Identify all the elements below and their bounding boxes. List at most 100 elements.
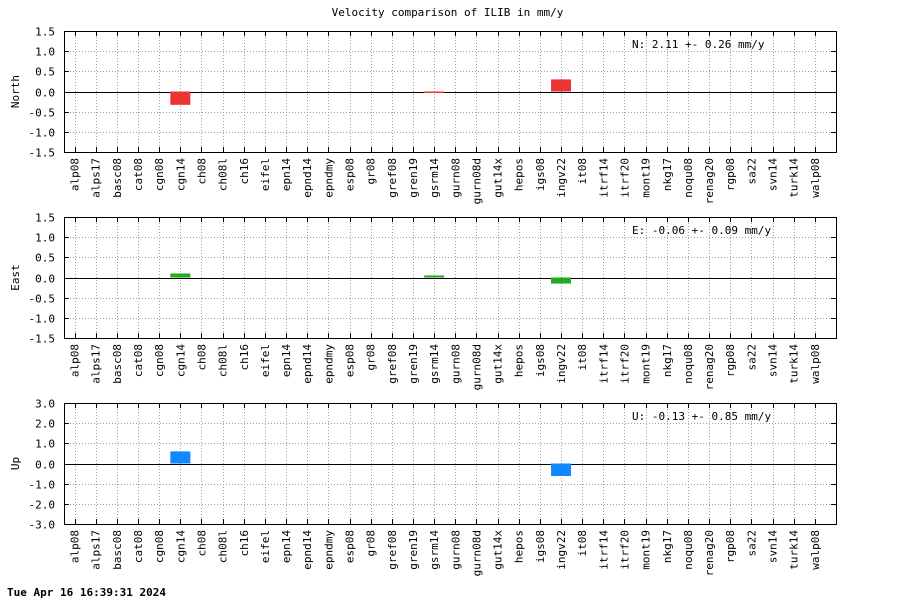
x-tick-label: rgp08 [724, 158, 737, 191]
x-tick-label: ingv22 [555, 344, 568, 384]
x-tick-label: ch16 [238, 530, 251, 557]
y-tick-label: -1.0 [29, 313, 56, 326]
bar-ingv22 [551, 463, 572, 477]
x-tick-label: sa22 [745, 344, 758, 371]
x-tick-label: sa22 [745, 158, 758, 185]
y-tick-label: 0.5 [35, 66, 55, 79]
x-tick-label: gr08 [365, 158, 378, 185]
x-tick-label: rgp08 [724, 530, 737, 563]
x-tick-label: basc08 [111, 530, 124, 570]
x-tick-label: esp08 [344, 344, 357, 377]
plot-frame [64, 31, 837, 153]
y-axis-label: Up [9, 457, 22, 470]
panel-north: 1.5 1.0 0.5 0.0 -0.5 -1.0 -1.5 alp08 alps17 basc0… [9, 26, 837, 204]
x-tick-label: gut14x [492, 158, 505, 198]
x-tick-label: itrf20 [618, 530, 631, 570]
x-tick-label: igs08 [534, 530, 547, 563]
x-tick-label: esp08 [344, 530, 357, 563]
x-tick-label: cat08 [132, 344, 145, 377]
x-tick-label: eifel [259, 530, 272, 563]
x-tick-label: gsrm14 [428, 158, 441, 198]
x-tick-label: rgp08 [724, 344, 737, 377]
bar-cgn14 [170, 91, 191, 105]
x-tick-label: basc08 [111, 344, 124, 384]
plot-frame [64, 217, 837, 339]
bar-cgn14 [170, 451, 191, 464]
x-tick-label: eifel [259, 158, 272, 191]
x-tick-label: sa22 [745, 530, 758, 557]
x-tick-label: gurn08 [449, 530, 462, 570]
x-tick-label: cgn14 [174, 344, 187, 377]
y-tick-label: 1.5 [35, 212, 55, 225]
chart-title: Velocity comparison of ILIB in mm/y [331, 6, 564, 19]
x-tick-label: alps17 [90, 158, 103, 198]
x-tick-label: walp08 [809, 344, 822, 384]
x-tick-label: gsrm14 [428, 344, 441, 384]
x-tick-label: basc08 [111, 158, 124, 198]
y-tick-label: -1.5 [29, 147, 56, 160]
x-tick-label: gut14x [492, 530, 505, 570]
x-tick-label: gurn08d [470, 158, 483, 204]
x-tick-label: hepos [513, 158, 526, 191]
x-tick-label: alps17 [90, 530, 103, 570]
x-tick-label: turk14 [788, 530, 801, 570]
y-tick-label: 2.0 [35, 418, 55, 431]
velocity-annotation: U: -0.13 +- 0.85 mm/y [632, 410, 771, 423]
x-tick-label: ch08l [217, 158, 230, 191]
x-tick-label: cat08 [132, 158, 145, 191]
bar-ingv22 [551, 79, 572, 92]
x-tick-label: gurn08 [449, 344, 462, 384]
x-tick-label: itrf14 [597, 344, 610, 384]
panel-east: 1.5 1.0 0.5 0.0 -0.5 -1.0 -1.5 alp08 alps17 basc0… [9, 212, 837, 390]
x-tick-label: alp08 [69, 158, 82, 191]
x-tick-label: gr08 [365, 344, 378, 371]
x-tick-label: ch08l [217, 530, 230, 563]
x-tick-label: ch08 [195, 344, 208, 371]
x-tick-label: walp08 [809, 530, 822, 570]
x-tick-label: epnd14 [301, 530, 314, 570]
y-tick-label: -0.5 [29, 293, 56, 306]
x-tick-label: ch16 [238, 344, 251, 371]
y-tick-label: 3.0 [35, 398, 55, 411]
x-tick-label: epn14 [280, 530, 293, 563]
x-tick-label: itrf14 [597, 158, 610, 198]
x-tick-label: cgn14 [174, 530, 187, 563]
x-tick-label: ch16 [238, 158, 251, 185]
x-tick-label: alps17 [90, 344, 103, 384]
x-tick-label: epn14 [280, 158, 293, 191]
x-tick-label: nkg17 [661, 530, 674, 563]
x-tick-label: noqu08 [682, 344, 695, 384]
x-tick-label: ch08 [195, 158, 208, 185]
x-tick-label: epn14 [280, 344, 293, 377]
x-tick-label: gref08 [386, 158, 399, 198]
plot-frame [64, 403, 837, 525]
x-tick-label: itrf20 [618, 158, 631, 198]
x-tick-label: hepos [513, 530, 526, 563]
x-tick-label: igs08 [534, 158, 547, 191]
x-tick-label: alp08 [69, 344, 82, 377]
y-tick-label: -1.0 [29, 127, 56, 140]
y-tick-label: 1.0 [35, 46, 55, 59]
x-tick-label: nkg17 [661, 158, 674, 191]
y-axis-label: East [9, 264, 22, 291]
x-tick-label: ingv22 [555, 158, 568, 198]
y-tick-label: 0.0 [35, 273, 55, 286]
x-tick-label: epndmy [322, 344, 335, 384]
x-tick-label: cgn08 [153, 530, 166, 563]
velocity-annotation: E: -0.06 +- 0.09 mm/y [632, 224, 771, 237]
bar-gsrm14 [424, 275, 445, 278]
x-tick-label: gsrm14 [428, 530, 441, 570]
y-tick-label: -1.0 [29, 479, 56, 492]
y-tick-label: 0.0 [35, 459, 55, 472]
timestamp: Tue Apr 16 16:39:31 2024 [7, 586, 166, 599]
x-tick-label: it08 [576, 530, 589, 557]
x-tick-label: cat08 [132, 530, 145, 563]
x-tick-label: gurn08 [449, 158, 462, 198]
x-tick-label: renag20 [703, 530, 716, 576]
x-tick-label: renag20 [703, 344, 716, 390]
x-tick-label: gren19 [407, 530, 420, 570]
y-axis-label: North [9, 75, 22, 108]
y-tick-label: -0.5 [29, 107, 56, 120]
x-tick-label: hepos [513, 344, 526, 377]
